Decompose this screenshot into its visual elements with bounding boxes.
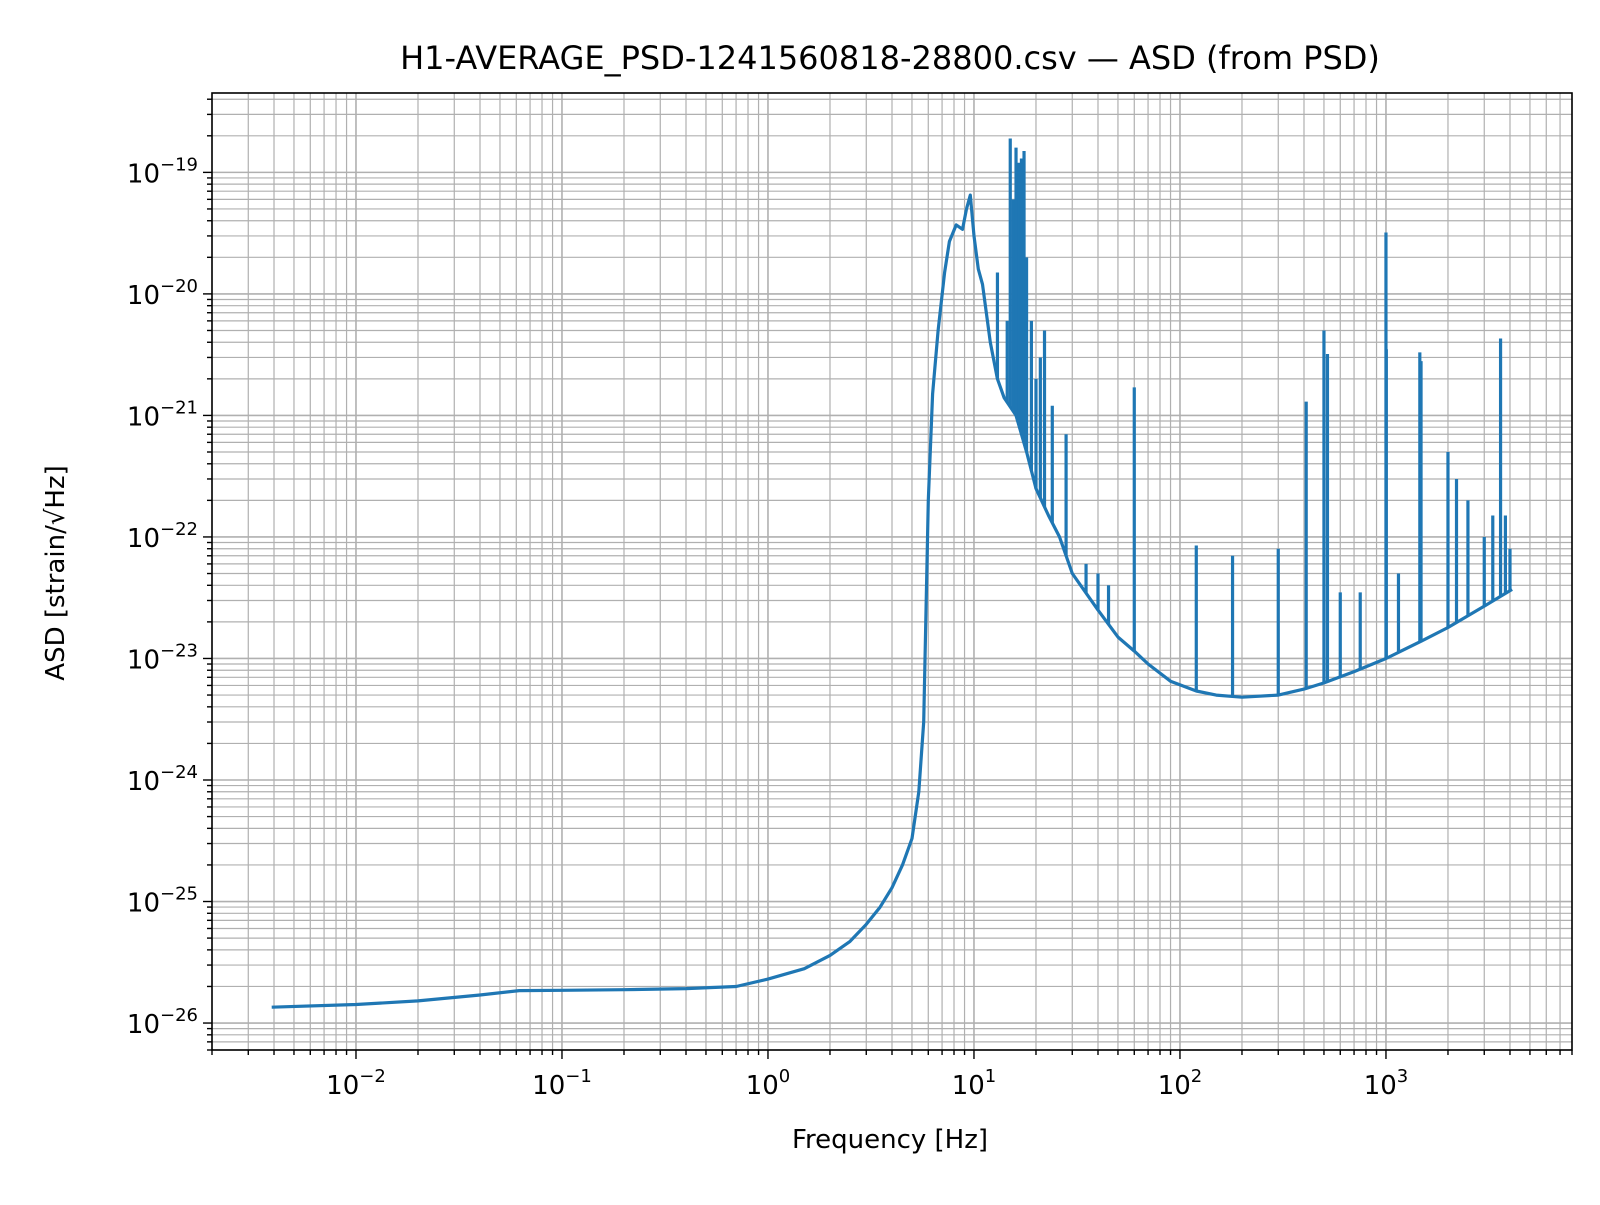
y-tick-label: 10−23	[127, 640, 198, 675]
y-tick-label: 10−22	[127, 519, 198, 554]
x-tick-label: 101	[952, 1066, 997, 1101]
y-tick-label: 10−19	[127, 154, 198, 189]
data-series	[271, 138, 1513, 1009]
grid-lines	[211, 93, 1573, 1051]
y-tick-label: 10−25	[127, 884, 198, 919]
y-tick-label: 10−21	[127, 397, 198, 432]
x-axis-label: Frequency [Hz]	[792, 1125, 988, 1155]
asd-series-group	[271, 138, 1513, 1009]
x-tick-label: 100	[746, 1066, 791, 1101]
chart-title: H1-AVERAGE_PSD-1241560818-28800.csv — AS…	[400, 39, 1380, 77]
tick-labels: 10−2 10−1 100 101 102 103 10−26 10−25 10−24 10−23…	[127, 154, 1408, 1101]
y-tick-label: 10−24	[127, 762, 198, 797]
asd-line	[271, 193, 1513, 1009]
x-tick-label: 10−2	[326, 1066, 386, 1101]
x-tick-label: 103	[1364, 1066, 1409, 1101]
y-tick-label: 10−20	[127, 276, 198, 311]
y-axis-label: ASD [strain/√Hz]	[41, 465, 71, 680]
y-tick-label: 10−26	[127, 1005, 198, 1040]
x-tick-label: 10−1	[532, 1066, 592, 1101]
tick-marks	[203, 98, 1573, 1059]
x-tick-label: 102	[1158, 1066, 1203, 1101]
